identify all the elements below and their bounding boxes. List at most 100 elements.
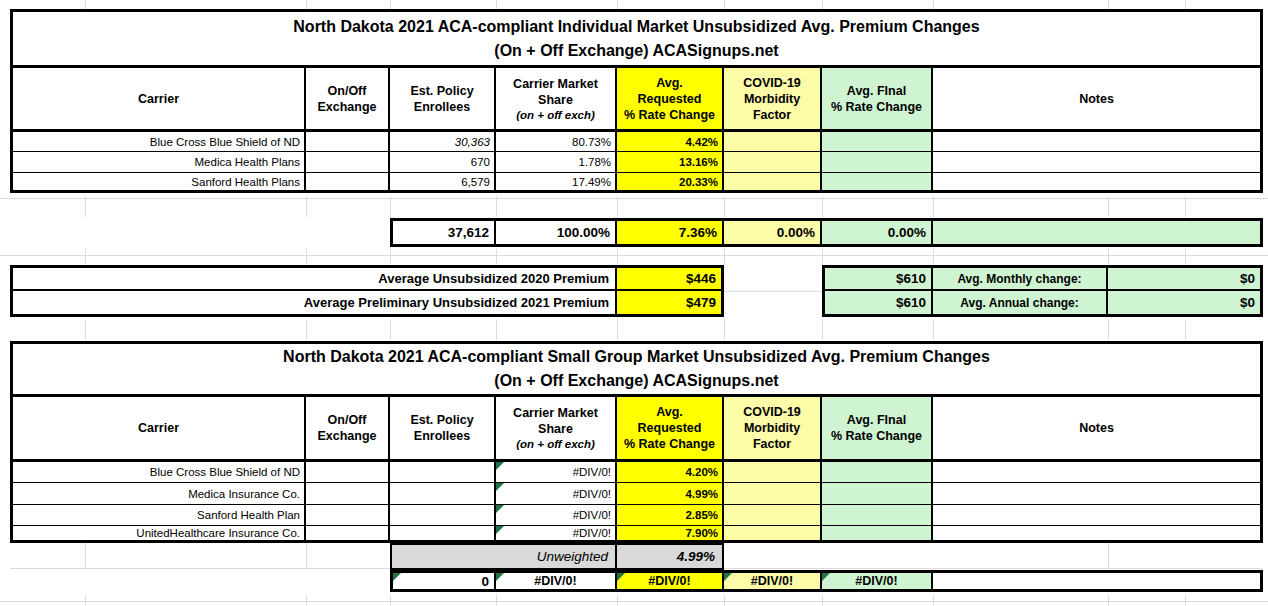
t1-header-final[interactable]: Avg. FInal % Rate Change [822,68,933,132]
t1-header-covid[interactable]: COVID-19 Morbidity Factor [724,68,822,132]
t1-header-notes[interactable]: Notes [933,68,1260,132]
t2-header-share[interactable]: Carrier Market Share (on + off exch) [496,397,617,462]
final-premium-2020-value[interactable]: $610 [825,268,933,291]
t2-row1-carrier[interactable]: Medica Insurance Co. [13,483,306,505]
t2-row1-requested[interactable]: 4.99% [617,483,724,505]
t1-row0-share[interactable]: 80.73% [496,132,617,152]
t1-row2-share[interactable]: 17.49% [496,173,617,190]
t2-row3-covid[interactable] [724,526,822,540]
t1-total-requested[interactable]: 7.36% [617,221,724,244]
t1-total-notes[interactable] [933,221,1260,244]
t2-total-notes[interactable] [933,573,1260,589]
premium-2021-value[interactable]: $479 [617,291,721,314]
t1-row1-share[interactable]: 1.78% [496,152,617,173]
t1-row2-final[interactable] [822,173,933,190]
avg-annual-change-value[interactable]: $0 [1108,291,1260,314]
t2-header-requested[interactable]: Avg. Requested % Rate Change [617,397,724,462]
t1-total-enrollees[interactable]: 37,612 [393,221,496,244]
t2-header-final[interactable]: Avg. FInal % Rate Change [822,397,933,462]
t2-header-exchange[interactable]: On/Off Exchange [306,397,390,462]
t2-header-covid[interactable]: COVID-19 Morbidity Factor [724,397,822,462]
t2-total-share[interactable]: #DIV/0! [496,573,617,589]
t2-row2-requested[interactable]: 2.85% [617,505,724,526]
t2-row1-final[interactable] [822,483,933,505]
t2-row2-exchange[interactable] [306,505,390,526]
t1-header-carrier[interactable]: Carrier [13,68,306,132]
t2-row0-carrier[interactable]: Blue Cross Blue Shield of ND [13,462,306,483]
premium-2020-value[interactable]: $446 [617,268,721,291]
t2-row0-enrollees[interactable] [390,462,496,483]
t2-total-final[interactable]: #DIV/0! [822,573,933,589]
t2-total-requested[interactable]: #DIV/0! [617,573,724,589]
small-group-title-cell[interactable]: North Dakota 2021 ACA-compliant Small Gr… [13,344,1260,397]
t1-row1-final[interactable] [822,152,933,173]
t2-row3-carrier[interactable]: UnitedHealthcare Insurance Co. [13,526,306,540]
t2-header-carrier[interactable]: Carrier [13,397,306,462]
premium-2021-label[interactable]: Average Preliminary Unsubsidized 2021 Pr… [13,291,617,314]
t1-total-covid[interactable]: 0.00% [724,221,822,244]
t1-header-share[interactable]: Carrier Market Share (on + off exch) [496,68,617,132]
t2-total-enrollees[interactable]: 0 [393,573,496,589]
t2-row0-requested[interactable]: 4.20% [617,462,724,483]
t2-row0-exchange[interactable] [306,462,390,483]
t1-row2-covid[interactable] [724,173,822,190]
t2-row2-share[interactable]: #DIV/0! [496,505,617,526]
t1-row0-carrier[interactable]: Blue Cross Blue Shield of ND [13,132,306,152]
premium-2020-label[interactable]: Average Unsubsidized 2020 Premium [13,268,617,291]
t2-row0-notes[interactable] [933,462,1260,483]
t2-total-covid[interactable]: #DIV/0! [724,573,822,589]
t2-row0-covid[interactable] [724,462,822,483]
t2-row3-requested[interactable]: 7.90% [617,526,724,540]
t1-row1-requested[interactable]: 13.16% [617,152,724,173]
t2-row2-enrollees[interactable] [390,505,496,526]
t2-row3-enrollees[interactable] [390,526,496,540]
t2-row2-carrier[interactable]: Sanford Health Plan [13,505,306,526]
t1-row0-covid[interactable] [724,132,822,152]
t2-row2-final[interactable] [822,505,933,526]
t2-row2-notes[interactable] [933,505,1260,526]
t2-row3-share[interactable]: #DIV/0! [496,526,617,540]
t1-row1-covid[interactable] [724,152,822,173]
t2-row3-exchange[interactable] [306,526,390,540]
t1-header-enrollees[interactable]: Est. Policy Enrollees [390,68,496,132]
t2-row1-exchange[interactable] [306,483,390,505]
t1-row1-enrollees[interactable]: 670 [390,152,496,173]
t2-row1-covid[interactable] [724,483,822,505]
t1-row1-notes[interactable] [933,152,1260,173]
t2-row1-enrollees[interactable] [390,483,496,505]
t2-row0-final[interactable] [822,462,933,483]
unweighted-label[interactable]: Unweighted [392,545,617,568]
t1-row2-requested[interactable]: 20.33% [617,173,724,190]
t1-header-requested[interactable]: Avg. Requested % Rate Change [617,68,724,132]
t1-total-final[interactable]: 0.00% [822,221,933,244]
t1-row0-enrollees[interactable]: 30,363 [390,132,496,152]
t2-row3-final[interactable] [822,526,933,540]
avg-monthly-change-label[interactable]: Avg. Monthly change: [933,268,1108,291]
t1-row0-requested[interactable]: 4.42% [617,132,724,152]
t1-row1-exchange[interactable] [306,152,390,173]
t2-header-enrollees[interactable]: Est. Policy Enrollees [390,397,496,462]
t1-row0-exchange[interactable] [306,132,390,152]
t1-row2-exchange[interactable] [306,173,390,190]
t1-total-share[interactable]: 100.00% [496,221,617,244]
t1-row1-carrier[interactable]: Medica Health Plans [13,152,306,173]
t1-row0-final[interactable] [822,132,933,152]
avg-monthly-change-value[interactable]: $0 [1108,268,1260,291]
t2-row0-share[interactable]: #DIV/0! [496,462,617,483]
final-premium-2021-value[interactable]: $610 [825,291,933,314]
t1-row2-enrollees[interactable]: 6,579 [390,173,496,190]
t2-row3-notes[interactable] [933,526,1260,540]
gridline-v [85,0,86,9]
t1-row2-carrier[interactable]: Sanford Health Plans [13,173,306,190]
t2-row1-share[interactable]: #DIV/0! [496,483,617,505]
t2-header-notes[interactable]: Notes [933,397,1260,462]
t1-row0-notes[interactable] [933,132,1260,152]
t1-header-exchange[interactable]: On/Off Exchange [306,68,390,132]
unweighted-value[interactable]: 4.99% [617,545,722,568]
t2-row1-notes[interactable] [933,483,1260,505]
individual-market-title-cell[interactable]: North Dakota 2021 ACA-compliant Individu… [13,12,1260,68]
t1-row2-notes[interactable] [933,173,1260,190]
t2-row2-covid[interactable] [724,505,822,526]
gridline-v [496,595,497,606]
avg-annual-change-label[interactable]: Avg. Annual change: [933,291,1108,314]
